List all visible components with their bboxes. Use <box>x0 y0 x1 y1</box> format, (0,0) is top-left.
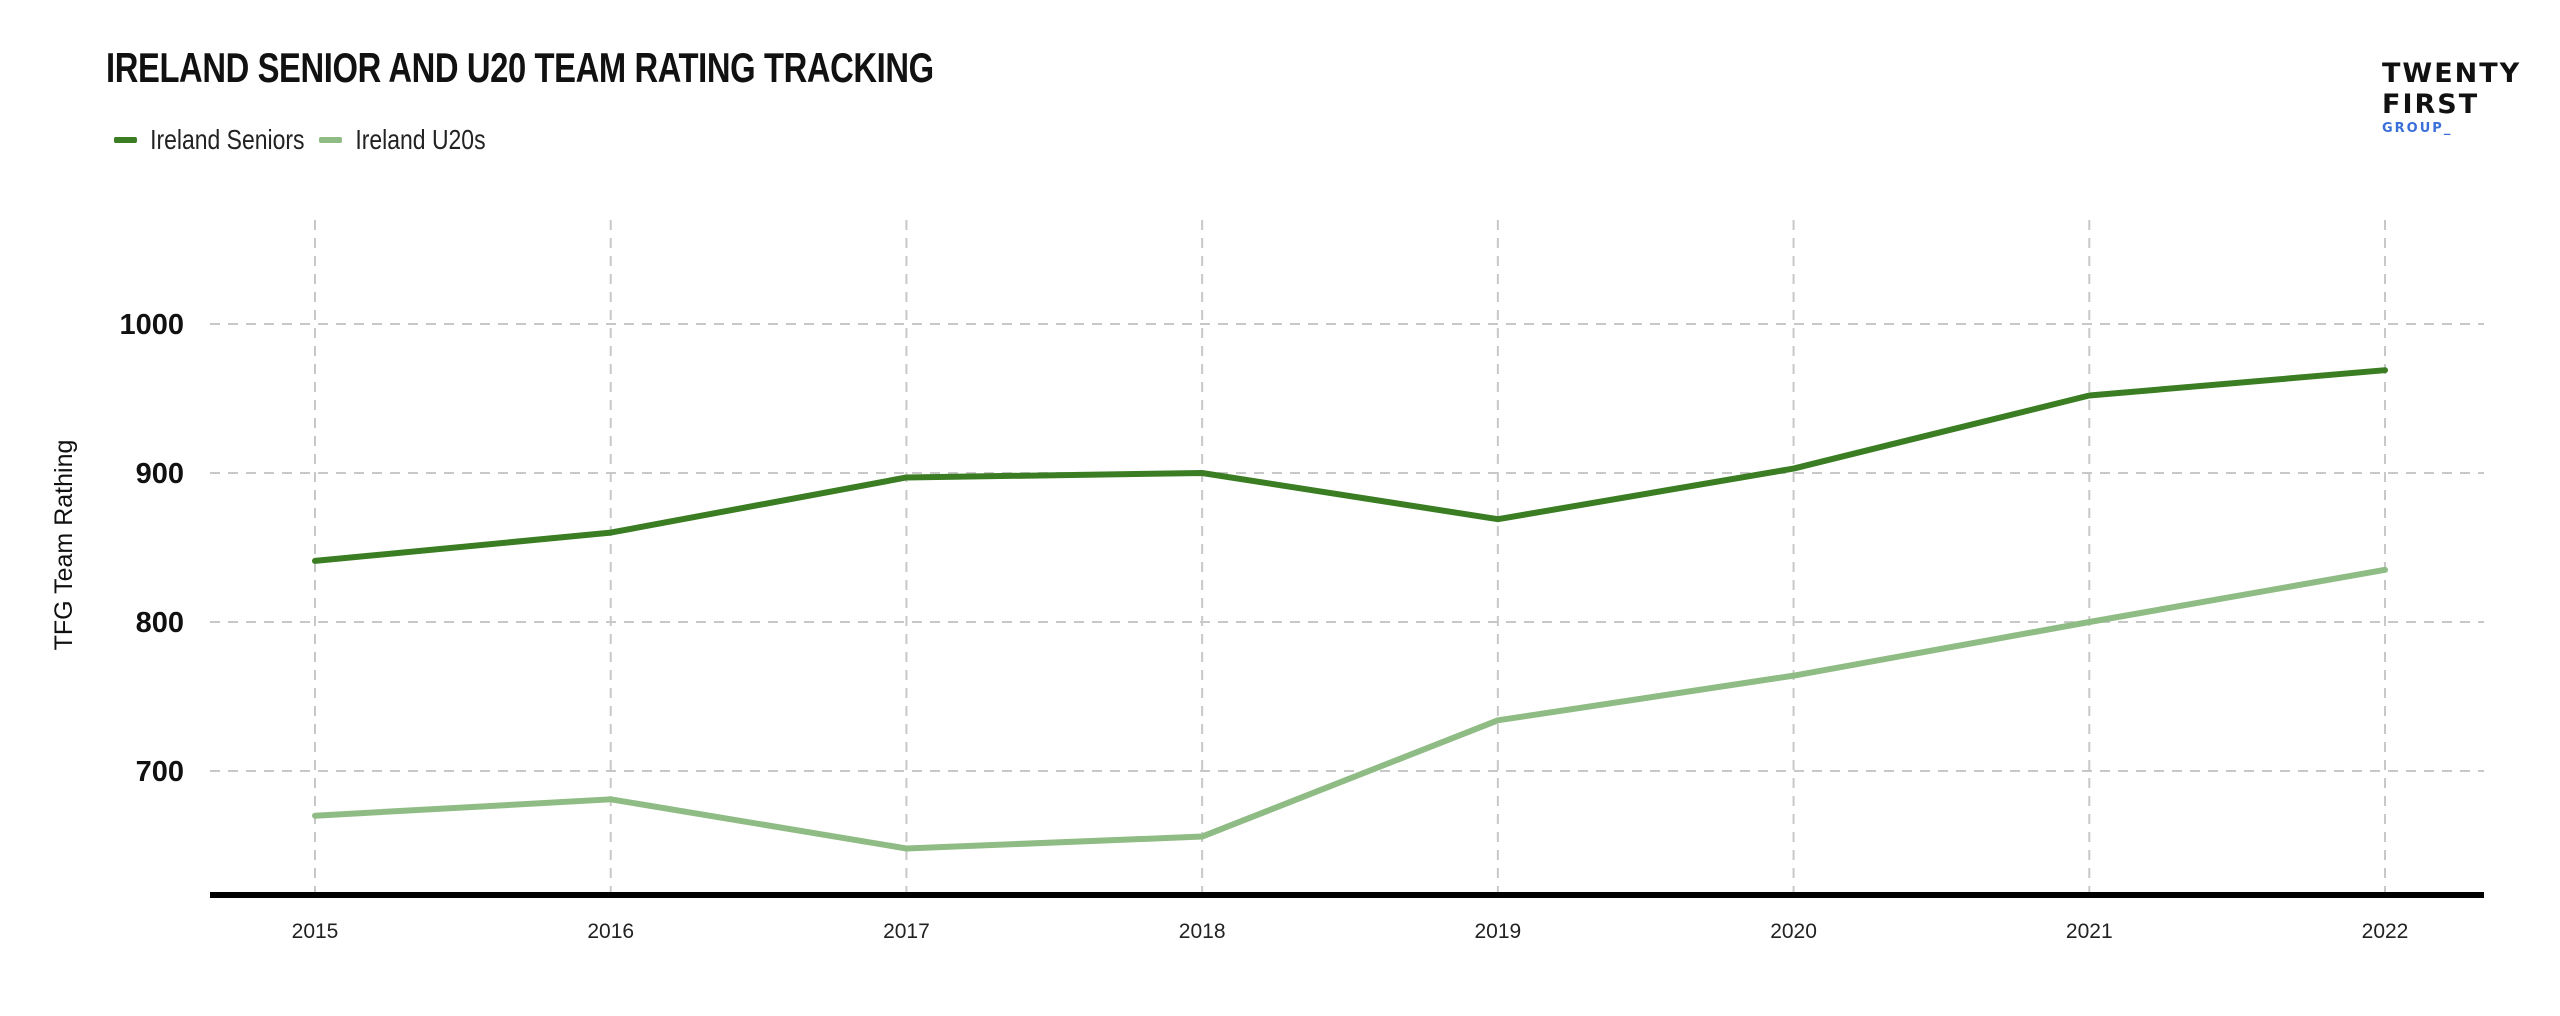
logo-line-3: GROUP_ <box>2382 121 2453 136</box>
legend-item-seniors: Ireland Seniors <box>114 124 305 156</box>
legend-item-u20s: Ireland U20s <box>319 124 486 156</box>
series-lines <box>312 367 2388 852</box>
x-tick-label-2017: 2017 <box>883 920 930 943</box>
x-tick-label-2021: 2021 <box>2066 920 2113 943</box>
x-tick-label-2016: 2016 <box>587 920 634 943</box>
logo-line-1: TWENTY <box>2382 58 2522 89</box>
x-tick-label-2019: 2019 <box>1474 920 1521 943</box>
y-tick-label-900: 900 <box>136 458 184 490</box>
y-axis-label: TFG Team Rathing <box>50 440 78 651</box>
y-tick-label-1000: 1000 <box>119 309 184 341</box>
grid <box>210 220 2484 892</box>
legend-swatch-u20s <box>319 137 343 143</box>
twenty-first-group-logo: TWENTY FIRST GROUP_ <box>2382 60 2521 135</box>
legend-label-seniors: Ireland Seniors <box>150 124 305 155</box>
legend-label-u20s: Ireland U20s <box>355 124 486 155</box>
y-tick-label-700: 700 <box>136 756 184 788</box>
x-tick-label-2015: 2015 <box>292 920 339 943</box>
legend: Ireland Seniors Ireland U20s <box>114 124 500 156</box>
legend-swatch-seniors <box>114 137 137 143</box>
logo-line-2: FIRST <box>2382 89 2480 120</box>
series-line-ireland-u20s <box>312 566 2388 852</box>
x-tick-label-2022: 2022 <box>2362 920 2409 943</box>
series-line-ireland-seniors <box>312 367 2388 564</box>
y-tick-label-800: 800 <box>136 607 184 639</box>
x-tick-label-2020: 2020 <box>1770 920 1817 943</box>
x-tick-label-2018: 2018 <box>1179 920 1226 943</box>
y-axis-ticks: 700 800 900 1000 <box>119 309 184 788</box>
x-axis-ticks: 2015 2016 2017 2018 2019 2020 2021 2022 <box>292 920 2409 943</box>
chart-title: IRELAND SENIOR AND U20 TEAM RATING TRACK… <box>106 44 934 91</box>
